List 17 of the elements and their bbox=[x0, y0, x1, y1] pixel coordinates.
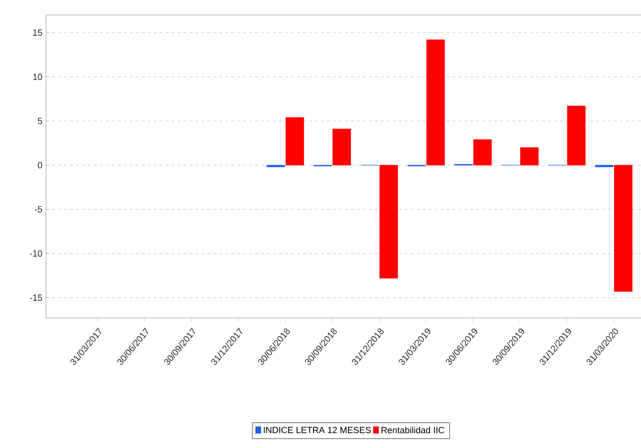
bar bbox=[379, 164, 398, 278]
bar bbox=[614, 164, 632, 292]
y-tick-label: -5 bbox=[34, 206, 42, 212]
y-tick-label: 0 bbox=[38, 162, 42, 168]
legend-label: INDICE LETRA 12 MESES bbox=[264, 426, 371, 434]
bar bbox=[520, 147, 539, 166]
y-tick-label: 10 bbox=[33, 74, 42, 80]
y-tick-label: -10 bbox=[30, 250, 42, 257]
bar bbox=[286, 117, 304, 166]
y-tick-label: -15 bbox=[30, 294, 42, 301]
y-tick-label: 5 bbox=[38, 118, 42, 124]
legend-label: Rentabilidad IIC bbox=[382, 426, 444, 434]
bar bbox=[473, 139, 492, 166]
bar bbox=[332, 128, 351, 166]
bar bbox=[567, 106, 586, 166]
y-tick-label: 15 bbox=[33, 30, 42, 36]
bar bbox=[426, 40, 445, 166]
